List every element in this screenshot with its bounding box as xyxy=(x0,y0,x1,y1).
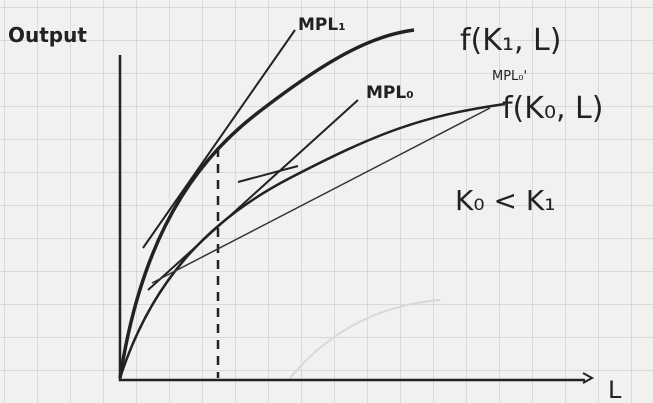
label-f-k0: f(K₀, L) xyxy=(502,91,603,126)
label-mpl0-prime: MPL₀' xyxy=(492,69,527,84)
y-axis-label: Output xyxy=(8,23,87,47)
x-axis-label: L xyxy=(608,376,622,403)
label-relation: K₀ < K₁ xyxy=(455,184,555,217)
label-f-k1: f(K₁, L) xyxy=(460,23,561,58)
label-mpl0: MPL₀ xyxy=(366,83,414,103)
label-mpl1: MPL₁ xyxy=(298,15,346,35)
diagram: Output L MPL₁ f(K₁, L) MPL₀ MPL₀' f(K₀, … xyxy=(0,0,653,403)
